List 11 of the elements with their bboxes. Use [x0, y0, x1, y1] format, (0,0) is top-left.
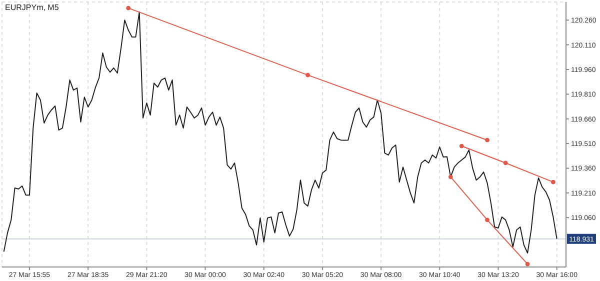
chart-title: EURJPYm, M5: [5, 3, 59, 12]
point: [306, 72, 310, 78]
point: [550, 180, 556, 184]
point: [126, 6, 131, 10]
point: [525, 262, 530, 266]
point: [503, 160, 508, 166]
point: [485, 138, 490, 142]
point: [459, 144, 464, 148]
point: [448, 174, 453, 180]
line-series: [3, 12, 558, 254]
point: [485, 218, 490, 222]
